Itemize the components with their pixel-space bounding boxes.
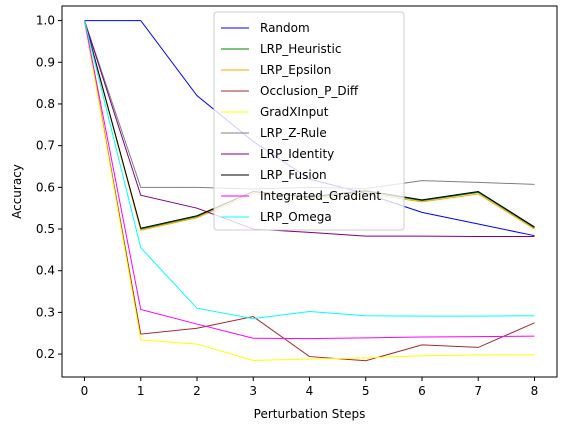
y-tick-label: 1.0 bbox=[36, 14, 55, 28]
x-axis-label: Perturbation Steps bbox=[254, 407, 366, 421]
x-tick-label: 3 bbox=[249, 384, 257, 398]
legend-label: LRP_Heuristic bbox=[260, 42, 341, 56]
series-line-occlusion-p-diff bbox=[84, 20, 535, 362]
legend-label: LRP_Fusion bbox=[260, 168, 327, 182]
legend-label: LRP_Omega bbox=[260, 210, 332, 224]
series-line-gradxinput bbox=[84, 20, 535, 361]
x-tick-label: 8 bbox=[531, 384, 539, 398]
y-axis-label: Accuracy bbox=[10, 164, 24, 219]
y-tick-label: 0.3 bbox=[36, 305, 55, 319]
y-tick-label: 0.9 bbox=[36, 55, 55, 69]
legend-label: LRP_Z-Rule bbox=[260, 126, 327, 140]
y-tick-label: 0.4 bbox=[36, 264, 55, 278]
legend: Random LRP_Heuristic LRP_Epsilon Occlusion_… bbox=[213, 11, 405, 231]
x-tick-label: 7 bbox=[474, 384, 482, 398]
x-tick-label: 6 bbox=[418, 384, 426, 398]
series-line-lrp-omega bbox=[84, 20, 535, 320]
y-tick-label: 0.2 bbox=[36, 347, 55, 361]
x-axis: 0 1 2 3 4 5 6 7 8 bbox=[81, 377, 539, 398]
legend-label: LRP_Identity bbox=[260, 147, 334, 161]
x-tick-label: 0 bbox=[81, 384, 89, 398]
y-tick-label: 0.6 bbox=[36, 180, 55, 194]
legend-label: Random bbox=[260, 21, 310, 35]
legend-label: Occlusion_P_Diff bbox=[260, 84, 359, 98]
x-tick-label: 5 bbox=[362, 384, 370, 398]
y-tick-label: 0.7 bbox=[36, 139, 55, 153]
legend-box bbox=[213, 11, 405, 231]
legend-label: GradXInput bbox=[260, 105, 329, 119]
series-line-integrated-gradient bbox=[84, 20, 535, 340]
y-tick-label: 0.8 bbox=[36, 97, 55, 111]
y-axis: 0.2 0.3 0.4 0.5 0.6 0.7 0.8 0.9 1.0 bbox=[36, 14, 62, 361]
x-tick-label: 4 bbox=[306, 384, 314, 398]
x-tick-label: 2 bbox=[193, 384, 201, 398]
series-line-lrp-identity bbox=[84, 20, 535, 238]
x-tick-label: 1 bbox=[137, 384, 145, 398]
legend-label: LRP_Epsilon bbox=[260, 63, 331, 77]
y-tick-label: 0.5 bbox=[36, 222, 55, 236]
legend-label: Integrated_Gradient bbox=[260, 189, 381, 203]
